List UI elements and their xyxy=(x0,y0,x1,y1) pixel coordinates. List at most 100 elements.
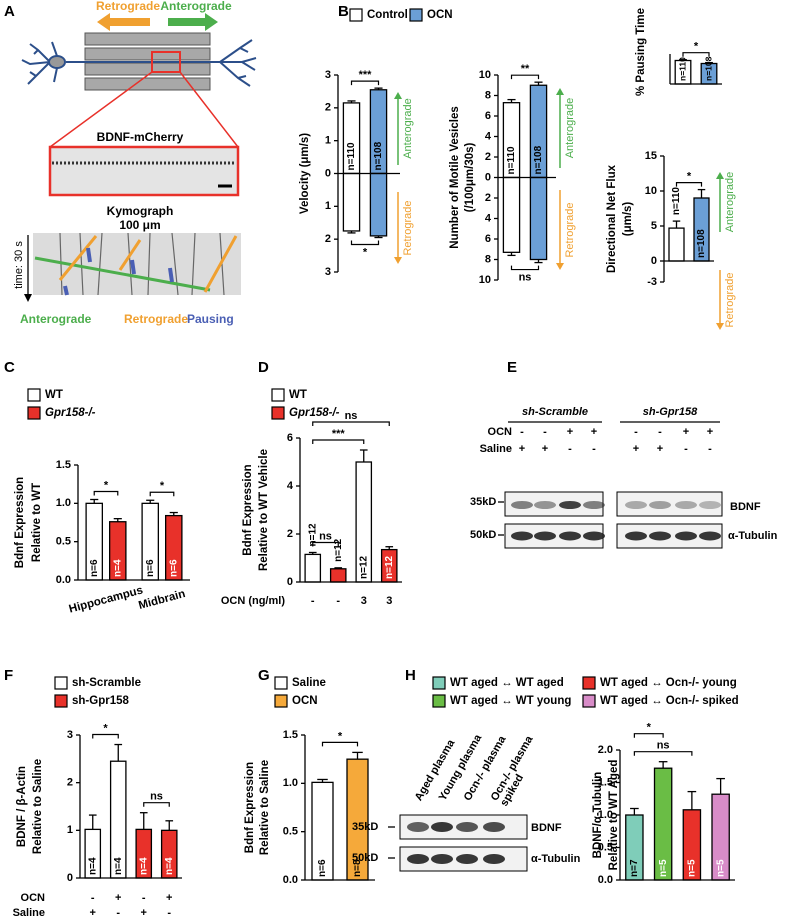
mcherry-image xyxy=(48,145,240,197)
blot-band xyxy=(456,854,478,864)
panel-letter: A xyxy=(4,3,15,20)
legend-label: Gpr158-/- xyxy=(289,407,340,419)
y-axis-label: Bdnf Expression xyxy=(242,464,254,555)
sig-label: ns xyxy=(319,530,332,542)
axon-bundle xyxy=(84,77,211,91)
legend-label: WT aged ↔ Ocn-/- young xyxy=(600,677,737,689)
legend-swatch xyxy=(274,676,288,690)
sig-bracket xyxy=(675,182,703,187)
blot-band xyxy=(675,501,697,509)
blot-band xyxy=(431,822,453,832)
direction-arrowhead xyxy=(394,92,402,99)
time-arrowhead xyxy=(24,294,32,302)
y-tick-label: 2 xyxy=(325,102,331,114)
y-axis-label: BDNF/α-Tubulin xyxy=(592,772,604,859)
legend-swatch xyxy=(432,694,446,708)
sig-label: * xyxy=(103,722,108,734)
row-value: - xyxy=(142,892,146,904)
blot-marker: 50kD xyxy=(470,529,496,541)
legend-label: Saline xyxy=(292,677,326,689)
y-tick-label: 15 xyxy=(645,150,657,162)
y-tick-label: 10 xyxy=(479,69,491,81)
blot-band xyxy=(675,531,697,541)
blot-row-value: + xyxy=(707,426,713,438)
blot-group-label: sh-Gpr158 xyxy=(643,406,698,418)
y-axis-label: Bdnf Expression xyxy=(244,762,256,853)
direction-label: Anterograde xyxy=(402,98,414,159)
row-value: - xyxy=(116,907,120,919)
legend-swatch xyxy=(27,388,41,402)
sig-bracket xyxy=(350,240,380,246)
blot-band xyxy=(511,531,533,541)
y-axis-label: (μm/s) xyxy=(622,202,634,237)
legend-swatch xyxy=(271,388,285,402)
sig-label: ** xyxy=(521,63,530,75)
row-label: OCN (ng/ml) xyxy=(221,595,285,607)
y-tick-label: 1.0 xyxy=(56,497,71,509)
panel-letter: B xyxy=(338,3,349,20)
blot-band xyxy=(511,501,533,509)
y-tick-label: 8 xyxy=(485,253,491,265)
y-tick-label: 6 xyxy=(485,110,491,122)
kymograph-title: Kymograph xyxy=(107,204,174,218)
blot-row-label: OCN xyxy=(488,426,513,438)
y-tick-label: 4 xyxy=(485,212,492,224)
sig-bracket xyxy=(633,751,693,756)
blot-band xyxy=(407,854,429,864)
legend-swatch xyxy=(582,676,596,690)
n-label: n=110 xyxy=(671,187,682,216)
y-axis-label: Relative to Saline xyxy=(259,760,271,855)
y-tick-label: 6 xyxy=(485,233,491,245)
sig-bracket xyxy=(93,490,119,496)
y-tick-label: 0.5 xyxy=(598,841,613,853)
legend-swatch xyxy=(349,8,363,22)
y-tick-label: 0 xyxy=(651,255,657,267)
y-tick-label: 1.5 xyxy=(598,776,613,788)
y-tick-label: 1 xyxy=(325,200,331,212)
retrograde-label: Retrograde xyxy=(96,0,160,13)
n-label: n=12 xyxy=(384,555,395,579)
direction-label: Retrograde xyxy=(724,272,736,327)
n-label: n=8 xyxy=(352,859,363,877)
sig-bracket xyxy=(510,265,540,271)
y-tick-label: -3 xyxy=(647,276,657,288)
sig-bracket xyxy=(633,733,664,738)
anterograde-track xyxy=(34,256,211,292)
zoom-box xyxy=(151,51,181,73)
sig-label: * xyxy=(160,480,165,492)
legend-label: WT aged ↔ Ocn-/- spiked xyxy=(600,695,739,707)
row-value: - xyxy=(311,595,315,607)
n-label: n=4 xyxy=(113,857,124,875)
legend-swatch xyxy=(274,694,288,708)
row-value: - xyxy=(336,595,340,607)
direction-label: Anterograde xyxy=(724,172,736,233)
legend-swatch xyxy=(54,694,68,708)
blot-row-value: + xyxy=(567,426,573,438)
panel-a: Retrograde Anterograde BDNF-mCherry Kymo… xyxy=(13,0,257,326)
n-label: n=5 xyxy=(715,859,726,877)
blot-band xyxy=(583,531,605,541)
blot-band xyxy=(456,822,478,832)
sig-bracket xyxy=(149,491,175,497)
blot-band xyxy=(625,531,647,541)
y-tick-label: 5 xyxy=(651,220,657,232)
blot-row-value: + xyxy=(519,443,525,455)
blot-band-label: α-Tubulin xyxy=(728,530,778,542)
axon-bundle xyxy=(84,32,211,46)
row-value: - xyxy=(91,892,95,904)
n-label: n=12 xyxy=(333,538,344,562)
image-label: BDNF-mCherry xyxy=(97,130,184,144)
blot-row-value: + xyxy=(683,426,689,438)
sig-label: *** xyxy=(332,428,346,440)
legend-swatch xyxy=(271,406,285,420)
row-label: OCN xyxy=(21,892,46,904)
blot-row-value: - xyxy=(592,443,596,455)
sig-label: * xyxy=(104,479,109,491)
x-tick-label: Hippocampus xyxy=(68,584,145,615)
axon-bundle xyxy=(84,47,211,61)
blot-row-label: Saline xyxy=(480,443,512,455)
sig-bracket xyxy=(92,733,119,739)
n-label: n=12 xyxy=(358,555,369,579)
y-tick-label: 0.5 xyxy=(283,826,298,838)
